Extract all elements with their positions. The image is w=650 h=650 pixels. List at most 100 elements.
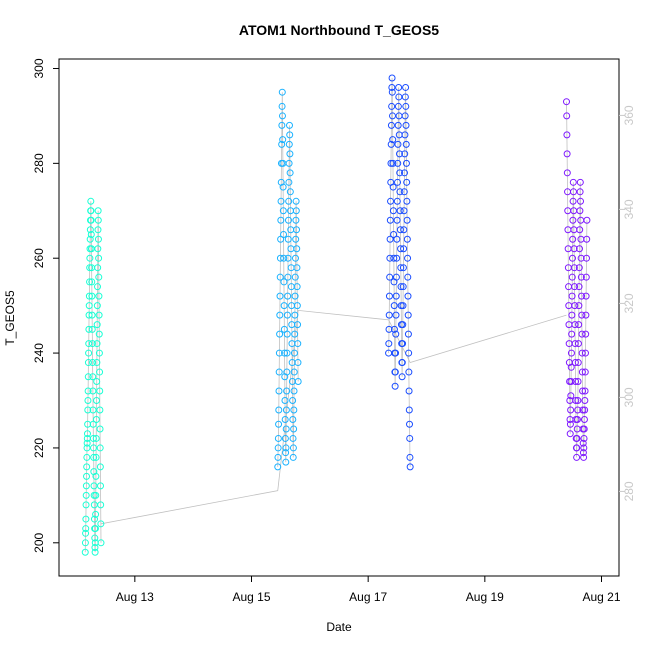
data-point — [385, 340, 393, 348]
data-point — [276, 273, 284, 281]
data-point — [294, 359, 302, 367]
data-point — [289, 434, 297, 442]
data-point — [83, 453, 91, 461]
data-point — [87, 216, 95, 224]
data-point — [399, 302, 407, 310]
data-point — [291, 311, 299, 319]
data-point — [391, 368, 399, 376]
data-point — [293, 245, 301, 253]
data-point — [392, 330, 400, 338]
data-point — [389, 136, 397, 144]
data-point — [92, 472, 100, 480]
data-point — [393, 197, 401, 205]
data-point — [394, 178, 402, 186]
data-point — [284, 292, 292, 300]
data-point — [284, 235, 292, 243]
data-point — [278, 121, 286, 129]
y2-tick-label: 340 — [622, 199, 636, 219]
data-point — [290, 425, 298, 433]
data-point — [88, 325, 96, 333]
data-point — [572, 378, 580, 386]
data-point — [82, 482, 90, 490]
series-line-4 — [566, 101, 588, 458]
data-point — [84, 406, 92, 414]
data-point — [563, 131, 571, 139]
data-point — [88, 311, 96, 319]
data-point — [289, 415, 297, 423]
data-point — [292, 197, 300, 205]
data-point — [89, 406, 97, 414]
data-point — [397, 264, 405, 272]
data-point — [576, 207, 584, 215]
data-point — [283, 349, 291, 357]
data-point — [568, 311, 576, 319]
data-point — [95, 311, 103, 319]
data-point — [386, 235, 394, 243]
data-point — [94, 216, 102, 224]
data-point — [563, 150, 571, 158]
data-point — [277, 197, 285, 205]
y2-tick-label: 320 — [622, 293, 636, 313]
data-point — [294, 378, 302, 386]
data-point — [567, 406, 575, 414]
y2-tick-label: 360 — [622, 105, 636, 125]
data-point — [82, 515, 90, 523]
data-point — [83, 439, 91, 447]
data-point — [286, 150, 294, 158]
data-point — [394, 159, 402, 167]
data-point — [583, 216, 591, 224]
data-point — [575, 245, 583, 253]
data-point — [583, 254, 591, 262]
data-point — [280, 230, 288, 238]
data-point — [89, 420, 97, 428]
data-point — [286, 188, 294, 196]
data-point — [83, 444, 91, 452]
connector-line — [100, 309, 567, 525]
data-point — [386, 254, 394, 262]
data-point — [293, 226, 301, 234]
data-point — [84, 359, 92, 367]
data-point — [293, 302, 301, 310]
data-point — [280, 254, 288, 262]
data-point — [579, 449, 587, 457]
data-point — [96, 444, 104, 452]
data-point — [405, 406, 413, 414]
data-point — [575, 264, 583, 272]
data-point — [403, 178, 411, 186]
data-point — [276, 311, 284, 319]
data-point — [86, 278, 94, 286]
data-point — [393, 235, 401, 243]
data-point — [92, 491, 100, 499]
data-point — [293, 283, 301, 291]
data-point — [397, 283, 405, 291]
data-point — [94, 207, 102, 215]
data-point — [91, 548, 99, 556]
data-point — [90, 482, 98, 490]
plot-lines — [84, 77, 588, 553]
data-point — [568, 330, 576, 338]
data-point — [568, 254, 576, 262]
data-point — [406, 420, 414, 428]
data-point — [282, 444, 290, 452]
data-point — [89, 359, 97, 367]
data-point — [395, 150, 403, 158]
data-point — [579, 439, 587, 447]
data-point — [282, 458, 290, 466]
data-point — [570, 264, 578, 272]
plot-points — [81, 74, 591, 556]
data-point — [577, 273, 585, 281]
data-point — [401, 93, 409, 101]
data-point — [567, 378, 575, 386]
data-point — [84, 373, 92, 381]
data-point — [392, 311, 400, 319]
data-point — [279, 207, 287, 215]
data-point — [83, 463, 91, 471]
data-point — [406, 453, 414, 461]
series-line-2 — [277, 92, 299, 467]
data-point — [291, 273, 299, 281]
data-point — [90, 453, 98, 461]
data-point — [405, 349, 413, 357]
plot-frame — [58, 58, 620, 577]
data-point — [93, 302, 101, 310]
data-point — [403, 216, 411, 224]
